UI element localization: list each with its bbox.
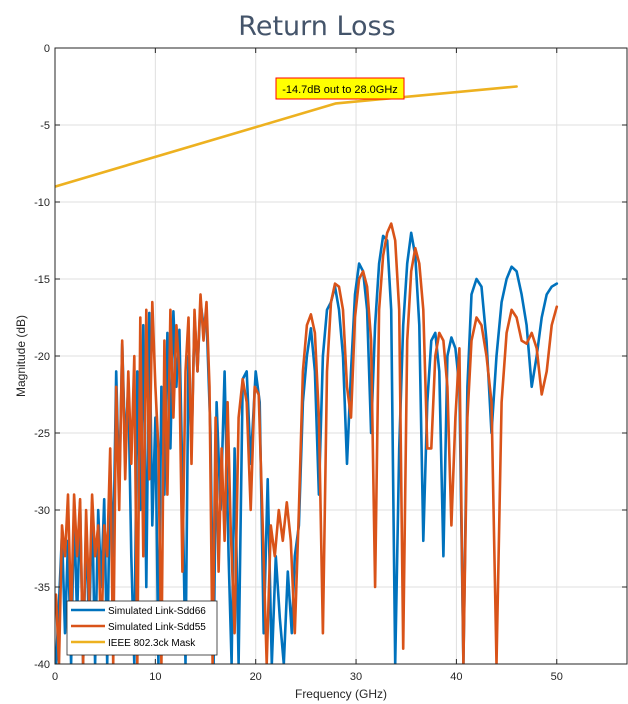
x-tick-label: 40 xyxy=(450,671,462,683)
y-tick-label: -15 xyxy=(34,274,50,286)
annotation-background xyxy=(275,77,405,100)
x-tick-label: 10 xyxy=(149,671,161,683)
y-tick-label: -40 xyxy=(34,659,50,671)
x-tick-label: 0 xyxy=(52,671,58,683)
plot-area: 0 10 20 30 40 50 0 -5 -10 -15 -20 -25 -30 -35 -40 xyxy=(34,43,628,683)
series-line-sdd55 xyxy=(55,222,559,664)
x-axis-label: Frequency (GHz) xyxy=(295,687,387,701)
x-tick-label: 50 xyxy=(551,671,563,683)
legend-label-sdd55: Simulated Link-Sdd55 xyxy=(108,622,206,633)
y-tick-label: -35 xyxy=(34,582,50,594)
x-tick-label: 30 xyxy=(350,671,362,683)
chart-title: Return Loss xyxy=(238,11,395,42)
y-tick-label: -25 xyxy=(34,428,50,440)
annotation-text: -14.7dB out to 28.0GHz xyxy=(282,84,398,96)
y-tick-label: 0 xyxy=(44,43,50,55)
annotation-box: -14.7dB out to 28.0GHz xyxy=(275,77,405,100)
y-tick-label: -30 xyxy=(34,505,50,517)
y-tick-label: -20 xyxy=(34,351,50,363)
series-layer xyxy=(55,85,559,664)
x-tick-label: 20 xyxy=(250,671,262,683)
legend: Simulated Link-Sdd66 Simulated Link-Sdd5… xyxy=(66,600,218,656)
legend-label-mask: IEEE 802.3ck Mask xyxy=(108,638,196,649)
y-tick-label: -10 xyxy=(34,197,50,209)
y-tick-label: -5 xyxy=(40,120,50,132)
y-axis-label: Magnitude (dB) xyxy=(14,315,28,397)
tick-layer: 0 10 20 30 40 50 0 -5 -10 -15 -20 -25 -30 -35 -40 xyxy=(34,43,627,683)
legend-label-sdd66: Simulated Link-Sdd66 xyxy=(108,606,206,617)
series-line-mask xyxy=(55,85,518,188)
